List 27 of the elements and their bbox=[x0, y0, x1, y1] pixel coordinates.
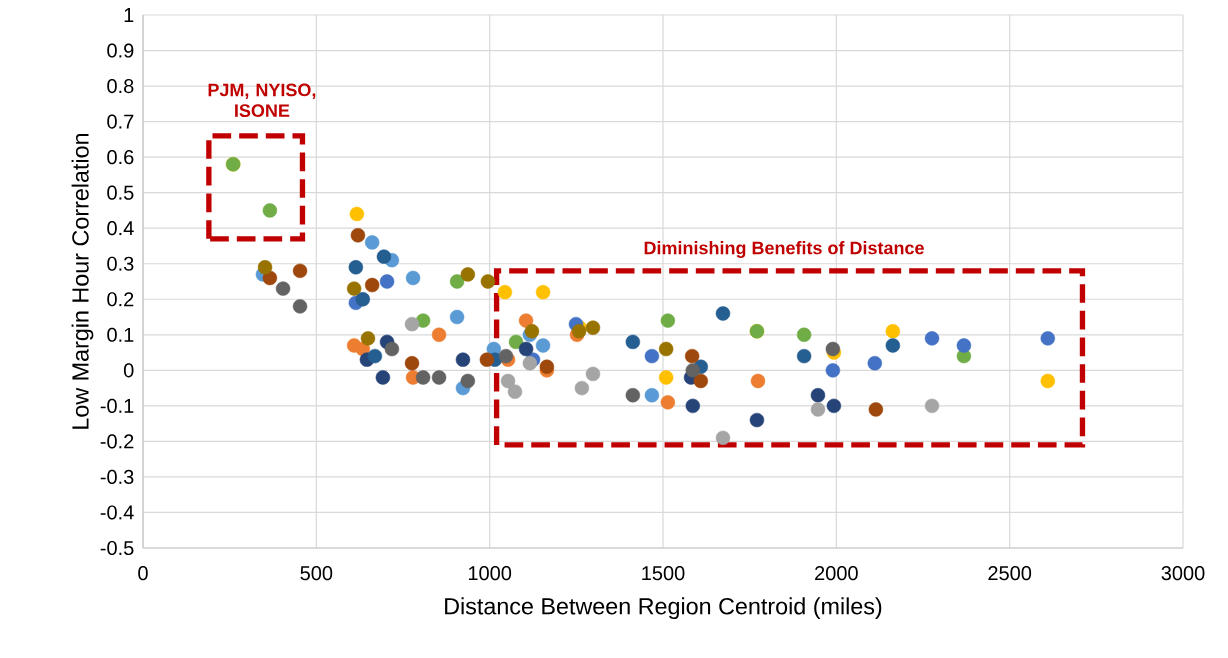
y-tick-label: 0.1 bbox=[107, 327, 134, 342]
x-tick-label: 1000 bbox=[468, 566, 512, 581]
x-tick-label: 2000 bbox=[815, 566, 858, 581]
x-tick-label: 2500 bbox=[988, 566, 1032, 581]
x-tick-label: 3000 bbox=[1161, 566, 1205, 581]
annotation: PJM, NYISO, ISONE bbox=[208, 83, 316, 117]
annotation: Diminishing Benefits of Distance bbox=[644, 241, 924, 258]
y-tick-label: -0.4 bbox=[100, 505, 134, 520]
y-tick-label: 0.6 bbox=[107, 150, 134, 165]
y-axis-title: Low Margin Hour Correlation bbox=[71, 133, 94, 429]
y-tick-label: -0.2 bbox=[100, 434, 134, 449]
y-tick-label: 0.2 bbox=[107, 292, 134, 307]
x-tick-label: 0 bbox=[138, 566, 148, 581]
y-tick-label: -0.5 bbox=[100, 540, 134, 556]
x-tick-label: 1500 bbox=[642, 566, 685, 581]
y-tick-label: 0.5 bbox=[107, 185, 134, 200]
y-tick-label: -0.1 bbox=[100, 398, 134, 413]
y-tick-label: 0.9 bbox=[107, 43, 134, 58]
y-tick-label: 0.7 bbox=[107, 114, 134, 129]
y-tick-label: 1 bbox=[124, 8, 134, 22]
y-tick-label: 0 bbox=[123, 363, 134, 378]
y-tick-label: -0.3 bbox=[100, 469, 134, 485]
y-tick-label: 0.4 bbox=[107, 221, 134, 236]
y-tick-label: 0.8 bbox=[107, 78, 134, 94]
y-tick-label: 0.3 bbox=[107, 256, 134, 271]
x-axis-title: Distance Between Region Centroid (miles) bbox=[445, 597, 882, 620]
x-tick-label: 500 bbox=[300, 566, 333, 581]
